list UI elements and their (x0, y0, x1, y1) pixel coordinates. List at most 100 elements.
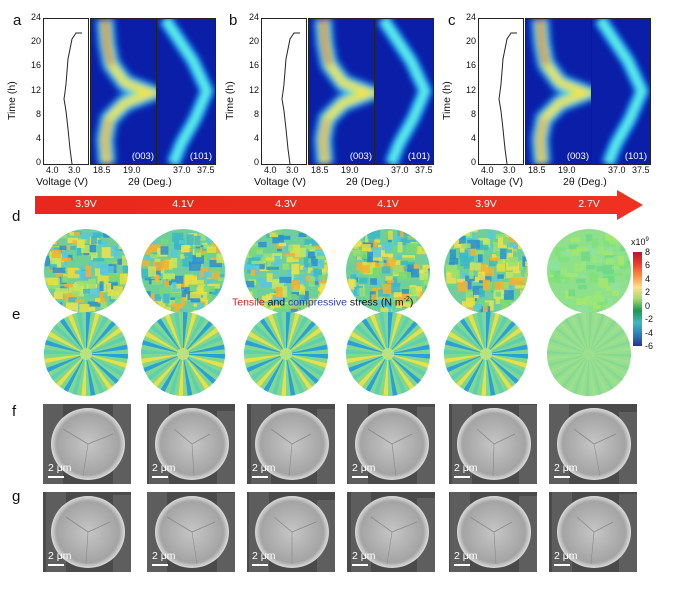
voltage-profile-b (261, 18, 307, 165)
sem-image-g-0: 2 μm (43, 492, 131, 572)
arrow-voltage-1: 4.1V (172, 198, 194, 210)
caption-end: ) (409, 296, 414, 309)
theta-axis-label: 2θ (Deg.) (346, 176, 390, 188)
stress-map-d-2 (244, 229, 328, 313)
y-tick-label: 4 (35, 132, 41, 143)
arrow-voltage-5: 2.7V (578, 198, 600, 210)
y-tick-label: 12 (465, 84, 476, 95)
sem-image-g-4: 2 μm (449, 492, 537, 572)
scale-bar-label: 2 μm (352, 462, 376, 474)
theta-tick: 18.5 (528, 165, 546, 175)
theta-tick: 37.5 (632, 165, 650, 175)
caption-and: and (264, 296, 289, 309)
sem-image-g-2: 2 μm (247, 492, 335, 572)
panel-label-b: b (229, 12, 238, 29)
voltage-tick: 4.0 (264, 165, 277, 175)
tensile-word: Tensile (232, 296, 265, 309)
y-tick-label: 8 (470, 108, 476, 119)
theta-tick: 19.0 (558, 165, 576, 175)
sem-image-g-5: 2 μm (549, 492, 637, 572)
y-tick-label: 16 (30, 60, 41, 71)
colorbar-tick: 2 (645, 287, 651, 298)
stress-caption: Tensile and compressive stress (N m-2) (232, 296, 413, 309)
stress-map-d-1 (141, 229, 225, 313)
y-tick-label: 24 (465, 12, 476, 22)
xrd-map-003-b: (003) (308, 18, 376, 165)
arrow-voltage-0: 3.9V (75, 198, 97, 210)
peak-label-003: (003) (349, 151, 372, 162)
theta-tick: 37.0 (391, 165, 409, 175)
panel-label-e: e (12, 306, 21, 323)
theta-tick: 37.5 (197, 165, 215, 175)
xrd-map-101-a: (101) (156, 18, 216, 165)
sem-image-f-5: 2 μm (549, 404, 637, 484)
voltage-profile-c (478, 18, 524, 165)
y-tick-label: 0 (470, 157, 476, 167)
sem-image-f-0: 2 μm (43, 404, 131, 484)
sem-image-f-2: 2 μm (247, 404, 335, 484)
colorbar-scale: x109 (631, 237, 649, 247)
compressive-word: compressive (288, 296, 347, 309)
colorbar-tick: 4 (645, 273, 651, 284)
arrow-voltage-2: 4.3V (275, 198, 297, 210)
panel-label-a: a (13, 12, 22, 29)
voltage-axis-label: Voltage (V) (471, 176, 523, 188)
theta-axis-label: 2θ (Deg.) (563, 176, 607, 188)
caption-rest: stress (N m (346, 296, 404, 309)
theta-tick: 37.0 (173, 165, 191, 175)
stress-map-e-4 (444, 312, 528, 396)
sem-image-g-1: 2 μm (147, 492, 235, 572)
voltage-tick: 4.0 (46, 165, 59, 175)
sem-image-f-4: 2 μm (449, 404, 537, 484)
y-tick-label: 24 (30, 12, 41, 22)
voltage-arrow (35, 190, 643, 220)
arrow-voltage-4: 3.9V (475, 198, 497, 210)
y-tick-label: 0 (35, 157, 41, 167)
scale-bar-label: 2 μm (48, 550, 72, 562)
scale-bar-label: 2 μm (352, 550, 376, 562)
scale-bar-label: 2 μm (152, 550, 176, 562)
stress-map-e-2 (244, 312, 328, 396)
voltage-tick: 3.0 (68, 165, 81, 175)
stress-map-d-5 (547, 229, 631, 313)
peak-label-003: (003) (131, 151, 154, 162)
peak-label-003: (003) (566, 151, 589, 162)
voltage-tick: 4.0 (481, 165, 494, 175)
stress-map-d-3 (346, 229, 430, 313)
scale-bar-label: 2 μm (48, 462, 72, 474)
xrd-map-003-a: (003) (90, 18, 158, 165)
voltage-axis-label: Voltage (V) (254, 176, 306, 188)
xrd-map-003-c: (003) (525, 18, 593, 165)
scale-bar-label: 2 μm (252, 462, 276, 474)
y-axis-label-b: Time (h) (224, 81, 236, 120)
y-tick-label: 20 (465, 36, 476, 47)
theta-tick: 18.5 (311, 165, 329, 175)
theta-axis-label: 2θ (Deg.) (128, 176, 172, 188)
y-tick-label: 20 (248, 36, 259, 47)
stress-map-e-3 (346, 312, 430, 396)
colorbar-tick: -4 (645, 327, 654, 338)
stress-map-d-0 (44, 229, 128, 313)
sem-image-g-3: 2 μm (347, 492, 435, 572)
theta-tick: 18.5 (93, 165, 111, 175)
scale-bar-label: 2 μm (152, 462, 176, 474)
scale-bar-label: 2 μm (454, 550, 478, 562)
voltage-profile-a (43, 18, 89, 165)
panel-label-g: g (12, 488, 21, 505)
colorbar-tick: -2 (645, 314, 654, 325)
theta-tick: 19.0 (123, 165, 141, 175)
scale-bar-label: 2 μm (454, 462, 478, 474)
peak-label-101: (101) (407, 151, 430, 162)
scale-bar-label: 2 μm (554, 550, 578, 562)
y-tick-label: 4 (470, 132, 476, 143)
colorbar (633, 252, 642, 346)
scale-bar-label: 2 μm (554, 462, 578, 474)
y-tick-label: 0 (253, 157, 259, 167)
xrd-map-101-b: (101) (374, 18, 434, 165)
y-tick-label: 16 (465, 60, 476, 71)
y-axis-label-c: Time (h) (441, 81, 453, 120)
stress-map-e-1 (141, 312, 225, 396)
stress-map-d-4 (444, 229, 528, 313)
voltage-tick: 3.0 (286, 165, 299, 175)
theta-tick: 19.0 (341, 165, 359, 175)
